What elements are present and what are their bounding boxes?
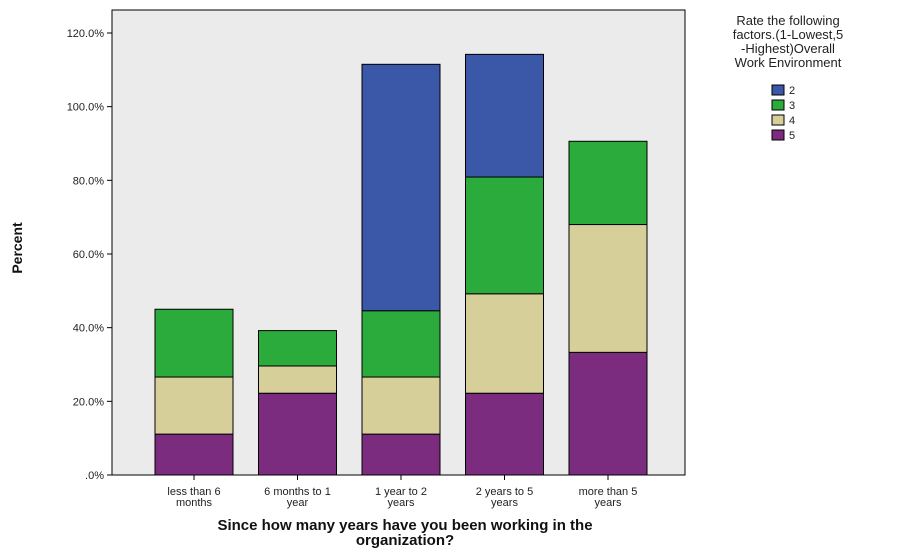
legend-label-2: 2	[789, 85, 795, 97]
x-axis-title-text: Since how many years have you been worki…	[217, 517, 592, 549]
legend: Rate the following factors.(1-Lowest,5 -Hi…	[733, 13, 844, 142]
x-tick-label: 2 years to 5 years	[476, 486, 533, 509]
x-tick-label: more than 5 years	[579, 486, 638, 509]
legend-swatch-2	[771, 84, 785, 96]
bar-segment-3	[258, 330, 337, 367]
y-tick-label: 40.0%	[73, 323, 104, 335]
x-tick-label: 1 year to 2 years	[375, 486, 427, 509]
bar-segment-5	[154, 433, 234, 476]
bar-segment-3	[361, 310, 441, 378]
bar-segment-3	[154, 308, 234, 378]
bar-segment-4	[258, 365, 337, 394]
x-tick-label: less than 6 months	[167, 486, 220, 509]
y-tick-label: 120.0%	[67, 28, 105, 40]
legend-label-4: 4	[789, 115, 795, 127]
bar-segment-4	[361, 376, 441, 435]
y-tick-label: 80.0%	[73, 175, 104, 187]
x-tick-label: 6 months to 1 year	[264, 486, 331, 509]
bar-segment-5	[465, 392, 544, 476]
bar-segment-4	[568, 224, 648, 353]
bar-segment-4	[465, 293, 544, 394]
bar-segment-5	[258, 392, 337, 476]
legend-title: Rate the following factors.(1-Lowest,5 -Hi…	[733, 13, 844, 70]
x-axis-title: Since how many years have you been worki…	[217, 517, 592, 549]
y-tick-label: .0%	[85, 470, 104, 482]
bar-segment-4	[154, 376, 234, 435]
y-tick-label: 60.0%	[73, 249, 104, 261]
y-tick-label: 100.0%	[67, 102, 105, 114]
bar-segment-2	[465, 53, 544, 178]
bar-segment-5	[361, 433, 441, 476]
legend-swatch-5	[771, 129, 785, 141]
bar-segment-3	[568, 140, 648, 226]
y-tick-label: 20.0%	[73, 396, 104, 408]
legend-swatch-3	[771, 99, 785, 111]
bar-segment-3	[465, 176, 544, 295]
legend-label-3: 3	[789, 100, 795, 112]
x-axis-tick-labels: less than 6 months 6 months to 1 year 1 year…	[167, 475, 637, 509]
bar-segment-5	[568, 351, 648, 476]
legend-label-5: 5	[789, 130, 795, 142]
y-axis-ticks: 120.0% 100.0% 80.0% 60.0% 40.0% 20.0% .0%	[67, 28, 112, 482]
legend-swatch-4	[771, 114, 785, 126]
bar-segment-2	[361, 63, 441, 312]
bars-group	[154, 53, 648, 476]
y-axis-title: Percent	[9, 222, 25, 274]
